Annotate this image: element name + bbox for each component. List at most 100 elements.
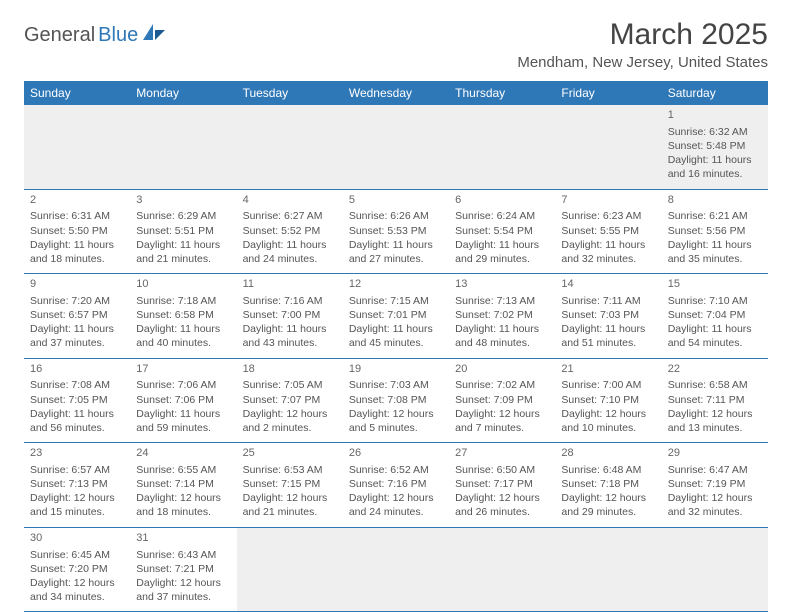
- day-info-line: Sunset: 7:11 PM: [668, 393, 762, 407]
- day-info-line: Sunrise: 6:26 AM: [349, 209, 443, 223]
- day-info-line: Sunset: 7:14 PM: [136, 477, 230, 491]
- day-info-line: and 5 minutes.: [349, 421, 443, 435]
- day-info-line: Sunrise: 7:15 AM: [349, 294, 443, 308]
- day-info-line: Daylight: 12 hours: [561, 407, 655, 421]
- day-info-line: Sunrise: 6:47 AM: [668, 463, 762, 477]
- day-info-line: Sunrise: 6:58 AM: [668, 378, 762, 392]
- day-info-line: Sunrise: 7:13 AM: [455, 294, 549, 308]
- day-info-line: Sunset: 7:18 PM: [561, 477, 655, 491]
- empty-cell: [555, 105, 661, 189]
- day-info-line: Daylight: 11 hours: [668, 153, 762, 167]
- day-number: 17: [136, 362, 230, 377]
- day-info-line: and 37 minutes.: [30, 336, 124, 350]
- day-info-line: Sunrise: 6:43 AM: [136, 548, 230, 562]
- day-info-line: Sunset: 5:50 PM: [30, 224, 124, 238]
- day-cell: 12Sunrise: 7:15 AMSunset: 7:01 PMDayligh…: [343, 274, 449, 358]
- day-info-line: Sunset: 5:52 PM: [243, 224, 337, 238]
- day-info-line: and 2 minutes.: [243, 421, 337, 435]
- day-info-line: Sunset: 7:09 PM: [455, 393, 549, 407]
- day-info-line: Sunset: 7:00 PM: [243, 308, 337, 322]
- day-number: 20: [455, 362, 549, 377]
- day-number: 13: [455, 277, 549, 292]
- day-number: 25: [243, 446, 337, 461]
- day-info-line: and 35 minutes.: [668, 252, 762, 266]
- empty-cell: [555, 528, 661, 612]
- week-row: 9Sunrise: 7:20 AMSunset: 6:57 PMDaylight…: [24, 274, 768, 359]
- empty-cell: [343, 105, 449, 189]
- day-info-line: Daylight: 11 hours: [561, 238, 655, 252]
- day-info-line: Sunrise: 6:21 AM: [668, 209, 762, 223]
- day-info-line: Sunrise: 6:24 AM: [455, 209, 549, 223]
- day-number: 23: [30, 446, 124, 461]
- day-info-line: Daylight: 12 hours: [561, 491, 655, 505]
- empty-cell: [662, 528, 768, 612]
- week-row: 30Sunrise: 6:45 AMSunset: 7:20 PMDayligh…: [24, 528, 768, 612]
- day-cell: 2Sunrise: 6:31 AMSunset: 5:50 PMDaylight…: [24, 190, 130, 274]
- day-cell: 17Sunrise: 7:06 AMSunset: 7:06 PMDayligh…: [130, 359, 236, 443]
- day-cell: 10Sunrise: 7:18 AMSunset: 6:58 PMDayligh…: [130, 274, 236, 358]
- empty-cell: [24, 105, 130, 189]
- day-cell: 4Sunrise: 6:27 AMSunset: 5:52 PMDaylight…: [237, 190, 343, 274]
- day-info-line: Sunset: 7:20 PM: [30, 562, 124, 576]
- day-number: 22: [668, 362, 762, 377]
- day-info-line: Sunrise: 7:00 AM: [561, 378, 655, 392]
- day-cell: 13Sunrise: 7:13 AMSunset: 7:02 PMDayligh…: [449, 274, 555, 358]
- day-info-line: Daylight: 12 hours: [349, 407, 443, 421]
- logo-text-2: Blue: [98, 24, 138, 47]
- day-info-line: Sunrise: 7:16 AM: [243, 294, 337, 308]
- day-info-line: Daylight: 11 hours: [349, 238, 443, 252]
- day-info-line: Daylight: 12 hours: [30, 576, 124, 590]
- day-number: 31: [136, 531, 230, 546]
- week-row: 16Sunrise: 7:08 AMSunset: 7:05 PMDayligh…: [24, 359, 768, 444]
- day-name: Sunday: [24, 81, 130, 105]
- day-info-line: Daylight: 11 hours: [243, 238, 337, 252]
- day-cell: 22Sunrise: 6:58 AMSunset: 7:11 PMDayligh…: [662, 359, 768, 443]
- day-name: Thursday: [449, 81, 555, 105]
- day-info-line: Daylight: 12 hours: [243, 491, 337, 505]
- day-info-line: Daylight: 11 hours: [455, 238, 549, 252]
- day-info-line: Sunset: 5:56 PM: [668, 224, 762, 238]
- day-info-line: and 18 minutes.: [136, 505, 230, 519]
- day-info-line: and 26 minutes.: [455, 505, 549, 519]
- day-info-line: Sunrise: 7:05 AM: [243, 378, 337, 392]
- day-info-line: Sunset: 7:07 PM: [243, 393, 337, 407]
- day-info-line: Sunset: 6:57 PM: [30, 308, 124, 322]
- day-cell: 29Sunrise: 6:47 AMSunset: 7:19 PMDayligh…: [662, 443, 768, 527]
- day-info-line: and 40 minutes.: [136, 336, 230, 350]
- day-info-line: Daylight: 11 hours: [455, 322, 549, 336]
- day-info-line: Daylight: 11 hours: [136, 407, 230, 421]
- day-info-line: Sunset: 5:51 PM: [136, 224, 230, 238]
- location: Mendham, New Jersey, United States: [517, 54, 768, 71]
- day-info-line: and 13 minutes.: [668, 421, 762, 435]
- day-info-line: and 34 minutes.: [30, 590, 124, 604]
- day-cell: 26Sunrise: 6:52 AMSunset: 7:16 PMDayligh…: [343, 443, 449, 527]
- day-number: 30: [30, 531, 124, 546]
- day-cell: 30Sunrise: 6:45 AMSunset: 7:20 PMDayligh…: [24, 528, 130, 612]
- day-info-line: Sunrise: 6:23 AM: [561, 209, 655, 223]
- day-info-line: and 45 minutes.: [349, 336, 443, 350]
- day-info-line: Sunset: 7:19 PM: [668, 477, 762, 491]
- day-info-line: Sunset: 5:53 PM: [349, 224, 443, 238]
- day-info-line: Daylight: 12 hours: [349, 491, 443, 505]
- week-row: 23Sunrise: 6:57 AMSunset: 7:13 PMDayligh…: [24, 443, 768, 528]
- day-cell: 25Sunrise: 6:53 AMSunset: 7:15 PMDayligh…: [237, 443, 343, 527]
- day-number: 29: [668, 446, 762, 461]
- day-info-line: Sunrise: 7:06 AM: [136, 378, 230, 392]
- day-info-line: Daylight: 11 hours: [668, 322, 762, 336]
- day-cell: 18Sunrise: 7:05 AMSunset: 7:07 PMDayligh…: [237, 359, 343, 443]
- day-info-line: and 21 minutes.: [136, 252, 230, 266]
- day-info-line: Sunset: 7:08 PM: [349, 393, 443, 407]
- day-info-line: Sunrise: 7:11 AM: [561, 294, 655, 308]
- day-info-line: and 29 minutes.: [455, 252, 549, 266]
- calendar: SundayMondayTuesdayWednesdayThursdayFrid…: [24, 81, 768, 612]
- day-info-line: Daylight: 11 hours: [136, 322, 230, 336]
- day-info-line: Daylight: 12 hours: [455, 491, 549, 505]
- day-info-line: Sunrise: 6:29 AM: [136, 209, 230, 223]
- day-cell: 14Sunrise: 7:11 AMSunset: 7:03 PMDayligh…: [555, 274, 661, 358]
- day-cell: 20Sunrise: 7:02 AMSunset: 7:09 PMDayligh…: [449, 359, 555, 443]
- day-number: 3: [136, 193, 230, 208]
- day-info-line: Sunrise: 6:55 AM: [136, 463, 230, 477]
- day-number: 14: [561, 277, 655, 292]
- day-info-line: Daylight: 12 hours: [455, 407, 549, 421]
- day-number: 19: [349, 362, 443, 377]
